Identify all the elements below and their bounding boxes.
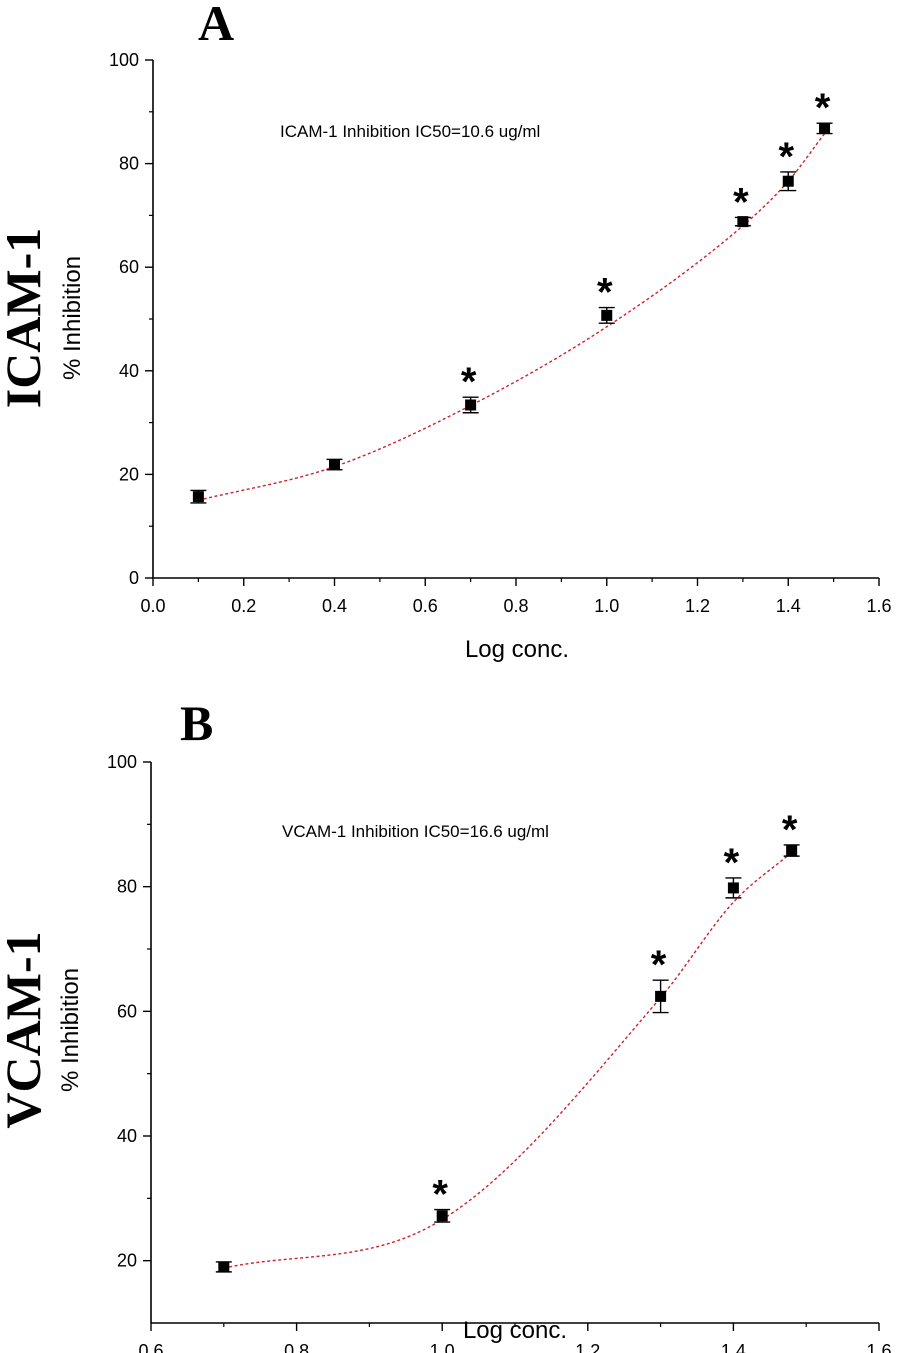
y-axis-title-b: % Inhibition [57,968,84,1092]
panel-label-b: B [180,695,213,751]
significance-star: * [597,271,613,315]
significance-star: * [815,86,831,130]
axes-b [150,762,879,1324]
data-point [737,216,749,228]
x-tick-label: 1.2 [575,1341,600,1353]
fit-curve [223,851,793,1269]
significance-star: * [724,841,740,885]
x-axis-title-b: Log conc. [463,1317,567,1344]
data-point [329,459,340,471]
x-tick-label: 1.0 [430,1341,455,1353]
chart-panel-a: A ICAM-1 % Inhibition Log conc. ICAM-1 I… [0,0,892,663]
data-point [786,845,798,857]
x-tick-label: 1.2 [685,596,710,616]
x-tick-label: 1.4 [776,596,801,616]
x-tick-label: 0.4 [322,596,347,616]
y-tick-label: 100 [107,752,137,772]
side-label-a: ICAM-1 [0,228,51,409]
significance-star: * [461,360,477,404]
ticks-b: 0.6 0.8 1.0 1.2 1.4 1.6 20 40 60 80 100 [107,752,892,1353]
x-tick-label: 0.8 [503,596,528,616]
y-tick-label: 60 [119,257,139,277]
data-point [465,399,477,411]
data-points-a: * * * * * [190,86,833,504]
data-point [819,122,831,134]
x-axis-title-a: Log conc. [465,636,569,663]
x-tick-label: 1.6 [866,596,891,616]
x-tick-label: 0.6 [138,1341,163,1353]
y-tick-label: 100 [109,50,139,70]
ic50-annotation-b: VCAM-1 Inhibition IC50=16.6 ug/ml [282,822,549,841]
x-tick-label: 0.6 [413,596,438,616]
fit-curve-a [198,133,826,501]
x-tick-label: 0.8 [284,1341,309,1353]
data-points-b: * * * * [215,808,800,1273]
data-point [218,1261,230,1273]
significance-star: * [778,135,794,179]
data-point [655,990,667,1002]
y-tick-label: 20 [117,1251,137,1271]
y-tick-label: 20 [119,464,139,484]
x-tick-label: 0.0 [140,596,165,616]
y-tick-label: 80 [117,877,137,897]
data-point [601,309,613,321]
y-tick-label: 40 [119,361,139,381]
x-tick-label: 1.6 [866,1341,891,1353]
fit-curve [198,133,826,501]
chart-panel-b: B VCAM-1 % Inhibition Log conc. VCAM-1 I… [0,695,892,1353]
x-tick-label: 0.2 [231,596,256,616]
significance-star: * [651,943,667,987]
ticks-a: 0.0 0.2 0.4 0.6 0.8 1.0 1.2 1.4 1.6 0 20 40 60 80 100 [109,50,892,616]
x-tick-label: 1.4 [721,1341,746,1353]
data-point [727,882,739,894]
panel-label-a: A [198,0,234,51]
y-tick-label: 80 [119,154,139,174]
x-tick-label: 1.0 [594,596,619,616]
significance-star: * [432,1173,448,1217]
side-label-b: VCAM-1 [0,931,51,1128]
data-point [782,175,794,187]
y-tick-label: 0 [129,568,139,588]
significance-star: * [782,808,798,852]
y-tick-label: 40 [117,1126,137,1146]
fit-curve-b [223,851,793,1269]
data-point [192,491,204,503]
y-tick-label: 60 [117,1001,137,1021]
data-point [436,1210,448,1222]
ic50-annotation-a: ICAM-1 Inhibition IC50=10.6 ug/ml [280,122,540,141]
y-axis-title-a: % Inhibition [59,256,86,380]
significance-star: * [733,180,749,224]
